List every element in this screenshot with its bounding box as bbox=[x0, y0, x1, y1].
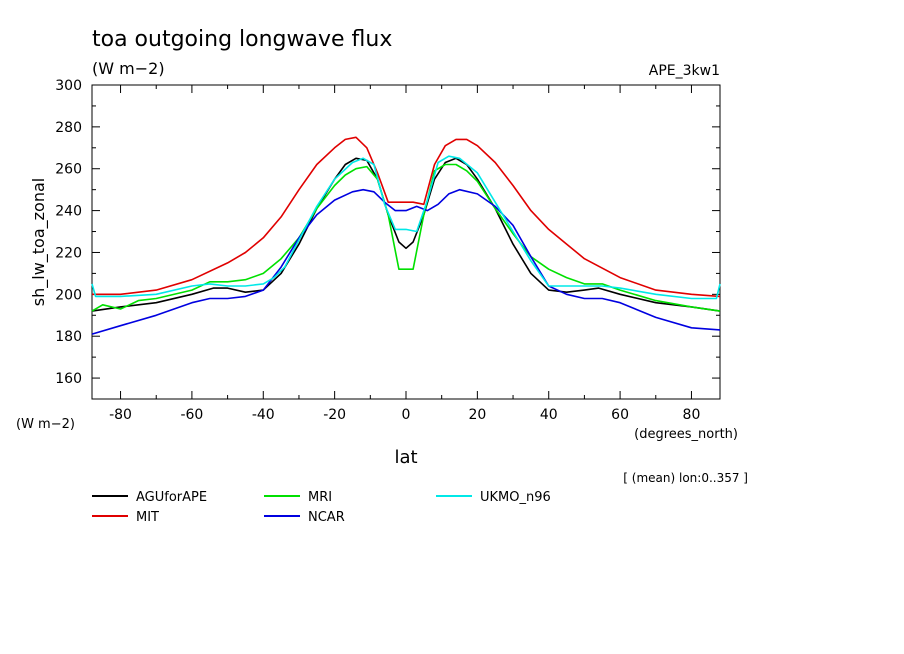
legend-label: MRI bbox=[308, 490, 332, 505]
x-axis-units: (degrees_north) bbox=[634, 427, 738, 442]
y-axis-title: sh_lw_toa_zonal bbox=[29, 178, 49, 306]
y-tick-label: 260 bbox=[55, 162, 82, 178]
x-axis-title: lat bbox=[394, 447, 417, 468]
x-tick-label: 20 bbox=[468, 407, 486, 423]
legend-label: UKMO_n96 bbox=[480, 490, 551, 505]
x-tick-label: 0 bbox=[402, 407, 411, 423]
chart-units: (W m−2) bbox=[92, 59, 165, 78]
y-tick-label: 300 bbox=[55, 78, 82, 94]
x-tick-label: -40 bbox=[252, 407, 275, 423]
y-tick-label: 240 bbox=[55, 204, 82, 220]
x-tick-label: 60 bbox=[611, 407, 629, 423]
y-tick-label: 160 bbox=[55, 371, 82, 387]
x-tick-label: -20 bbox=[323, 407, 346, 423]
series-line-ncar bbox=[91, 188, 721, 335]
series-line-ukmo_n96 bbox=[91, 155, 721, 300]
y-tick-label: 220 bbox=[55, 245, 82, 261]
x-tick-label: -80 bbox=[109, 407, 132, 423]
y-tick-label: 280 bbox=[55, 120, 82, 136]
tick-labels: -80 -60 -40 -20 0 20 40 60 80 160 180 200 220 240 260 2… bbox=[55, 78, 700, 423]
chart-title: toa outgoing longwave flux bbox=[92, 27, 392, 52]
plot-frame bbox=[91, 84, 721, 400]
y-tick-label: 180 bbox=[55, 329, 82, 345]
x-tick-label: -60 bbox=[180, 407, 203, 423]
series-lines bbox=[91, 136, 721, 335]
series-line-mit bbox=[92, 136, 721, 298]
legend: AGUforAPE MIT MRI NCAR UKMO_n96 bbox=[92, 490, 551, 525]
y-tick-label: 200 bbox=[55, 287, 82, 303]
x-tick-label: 80 bbox=[683, 407, 701, 423]
y-axis-units: (W m−2) bbox=[16, 417, 75, 432]
legend-label: NCAR bbox=[308, 510, 345, 525]
legend-label: AGUforAPE bbox=[136, 490, 207, 505]
series-line-mri bbox=[91, 163, 721, 312]
legend-label: MIT bbox=[136, 510, 159, 525]
x-tick-label: 40 bbox=[540, 407, 558, 423]
dataset-label: APE_3kw1 bbox=[649, 63, 720, 79]
axis-ticks bbox=[92, 84, 720, 400]
series-line-aguforape bbox=[91, 157, 721, 312]
averaging-note: [ (mean) lon:0..357 ] bbox=[623, 471, 748, 485]
